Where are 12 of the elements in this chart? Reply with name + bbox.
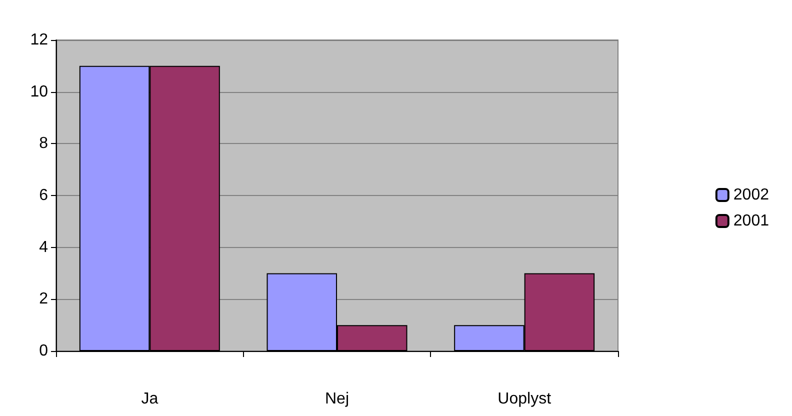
x-tick-label: Uoplyst: [498, 390, 552, 408]
y-tick-label: 12: [30, 32, 48, 48]
y-tick-label: 10: [30, 83, 48, 100]
legend-label: 2001: [733, 212, 770, 230]
x-tick-label: Nej: [324, 390, 350, 408]
y-tick-label: 0: [39, 342, 48, 360]
y-tick-label: 4: [39, 238, 48, 256]
legend-label: 2002: [733, 186, 770, 204]
x-tick-label: Ja: [141, 390, 158, 408]
y-tick-label: 6: [39, 187, 48, 204]
y-tick-label: 2: [39, 290, 48, 308]
y-tick-label: 8: [39, 135, 48, 152]
